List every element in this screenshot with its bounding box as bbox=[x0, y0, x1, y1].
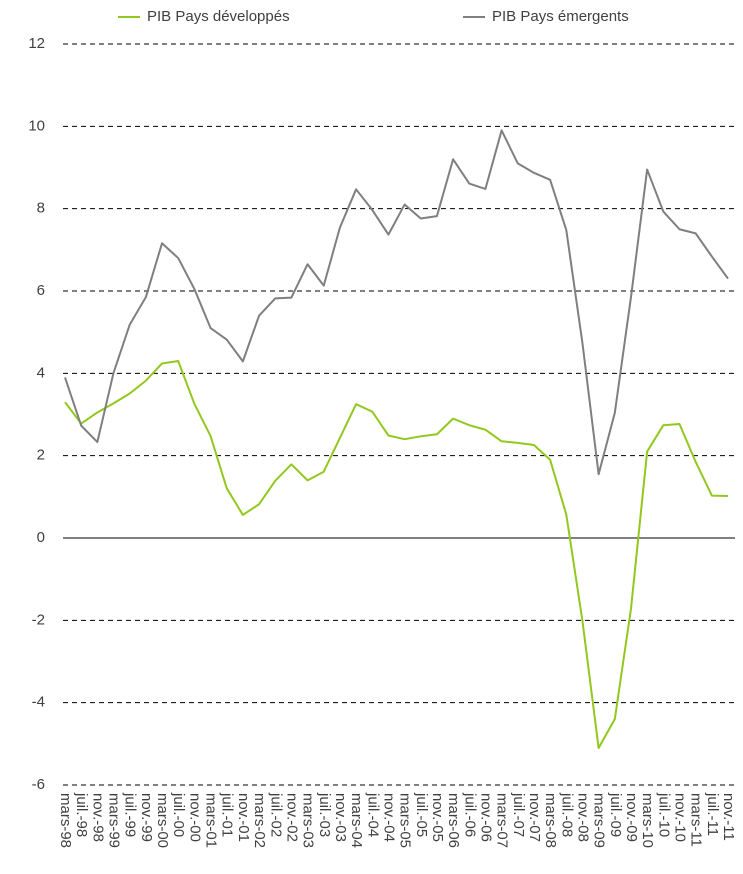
y-tick-label: -2 bbox=[32, 611, 45, 628]
x-tick-label: mars-99 bbox=[106, 793, 123, 848]
x-tick-label: juil.-11 bbox=[704, 792, 721, 836]
x-tick-label: nov.-07 bbox=[526, 793, 543, 842]
y-tick-label: -4 bbox=[32, 694, 45, 711]
x-tick-label: nov.-03 bbox=[332, 793, 349, 842]
x-tick-label: juil.-99 bbox=[122, 792, 139, 837]
x-tick-label: mars-10 bbox=[639, 793, 656, 848]
x-tick-label: nov.-99 bbox=[138, 793, 155, 842]
x-tick-label: juil.-07 bbox=[510, 792, 527, 837]
x-tick-label: mars-09 bbox=[591, 793, 608, 848]
y-tick-label: 6 bbox=[37, 282, 45, 299]
x-tick-label: juil.-08 bbox=[558, 792, 575, 837]
x-tick-label: nov.-98 bbox=[89, 793, 106, 842]
x-tick-label: nov.-04 bbox=[380, 793, 397, 842]
x-tick-label: mars-98 bbox=[57, 793, 74, 848]
y-tick-label: 10 bbox=[28, 117, 45, 134]
series-line bbox=[64, 359, 729, 749]
x-tick-label: juil.-03 bbox=[316, 792, 333, 837]
x-tick-label: mars-06 bbox=[445, 793, 462, 848]
y-tick-label: 12 bbox=[28, 35, 45, 52]
x-tick-label: juil.-02 bbox=[267, 792, 284, 837]
x-tick-label: mars-04 bbox=[348, 793, 365, 848]
y-tick-label: 2 bbox=[37, 447, 45, 464]
x-tick-label: nov.-05 bbox=[429, 793, 446, 842]
y-tick-label: 0 bbox=[37, 529, 45, 546]
x-tick-label: juil.-10 bbox=[655, 792, 672, 837]
x-tick-label: nov.-06 bbox=[477, 793, 494, 842]
x-tick-label: nov.-08 bbox=[574, 793, 591, 842]
x-tick-label: juil.-09 bbox=[607, 792, 624, 837]
x-tick-label: nov.-11 bbox=[720, 793, 737, 841]
x-tick-label: nov.-00 bbox=[186, 793, 203, 842]
x-tick-label: juil.-01 bbox=[219, 792, 236, 837]
x-tick-label: mars-00 bbox=[154, 793, 171, 848]
x-tick-label: juil.-04 bbox=[364, 792, 381, 837]
x-tick-label: mars-02 bbox=[251, 793, 268, 848]
x-tick-label: mars-08 bbox=[542, 793, 559, 848]
y-tick-label: -6 bbox=[32, 776, 45, 793]
x-tick-label: mars-05 bbox=[397, 793, 414, 848]
series-line bbox=[64, 129, 729, 476]
x-tick-label: nov.-09 bbox=[623, 793, 640, 842]
y-tick-label: 4 bbox=[37, 364, 45, 381]
legend-label: PIB Pays émergents bbox=[492, 8, 629, 25]
x-tick-label: mars-03 bbox=[300, 793, 317, 848]
x-tick-label: mars-01 bbox=[203, 793, 220, 848]
x-tick-label: nov.-01 bbox=[235, 793, 252, 842]
x-tick-label: juil.-98 bbox=[73, 792, 90, 837]
x-tick-label: juil.-05 bbox=[413, 792, 430, 837]
x-tick-label: nov.-02 bbox=[283, 793, 300, 842]
x-tick-label: nov.-10 bbox=[672, 793, 689, 842]
x-tick-label: mars-07 bbox=[494, 793, 511, 848]
x-tick-label: juil.-00 bbox=[170, 792, 187, 837]
x-tick-label: juil.-06 bbox=[461, 792, 478, 837]
y-tick-label: 8 bbox=[37, 200, 45, 217]
legend-label: PIB Pays développés bbox=[147, 8, 290, 25]
x-tick-label: mars-11 bbox=[688, 793, 705, 847]
